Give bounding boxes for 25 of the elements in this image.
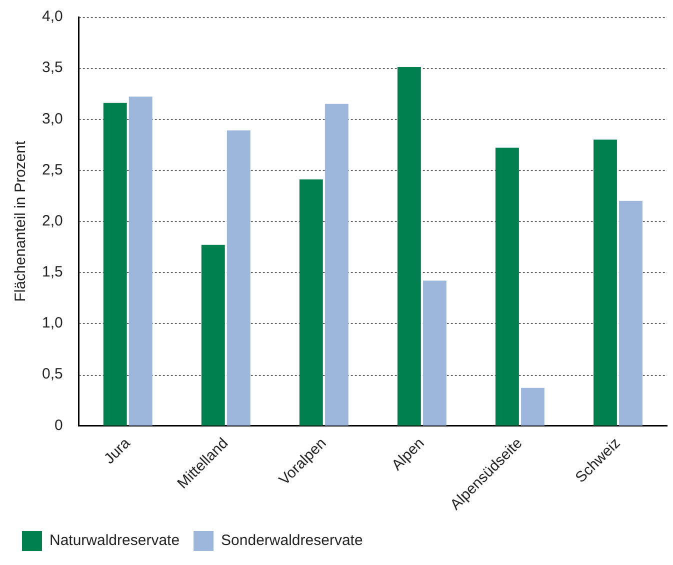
bar xyxy=(422,280,446,426)
bar xyxy=(324,104,348,426)
y-tick-label: 1,5 xyxy=(42,264,63,281)
bar xyxy=(619,200,642,426)
bar xyxy=(103,102,127,426)
bar xyxy=(128,96,152,426)
y-tick-label: 2,0 xyxy=(42,212,63,230)
y-tick-label: 0 xyxy=(54,416,63,434)
bar xyxy=(397,67,421,426)
legend-label: Sonderwaldreservate xyxy=(221,532,363,550)
bar xyxy=(201,244,225,426)
bar xyxy=(594,140,617,426)
y-tick-label: 4,0 xyxy=(42,8,63,26)
y-tick-label: 2,5 xyxy=(42,161,63,178)
legend-label: Naturwaldreservate xyxy=(50,532,180,550)
bar xyxy=(226,130,250,426)
y-tick-label: 3,0 xyxy=(42,110,63,128)
y-tick-label: 0,5 xyxy=(42,366,63,383)
bar xyxy=(520,388,544,426)
y-tick-label: 3,5 xyxy=(42,59,63,76)
x-tick-label: Jura xyxy=(100,434,134,468)
bar xyxy=(495,148,519,426)
bar xyxy=(299,179,323,426)
y-axis-title: Flächenanteil in Prozent xyxy=(12,140,30,302)
y-tick-label: 1,0 xyxy=(42,314,63,332)
